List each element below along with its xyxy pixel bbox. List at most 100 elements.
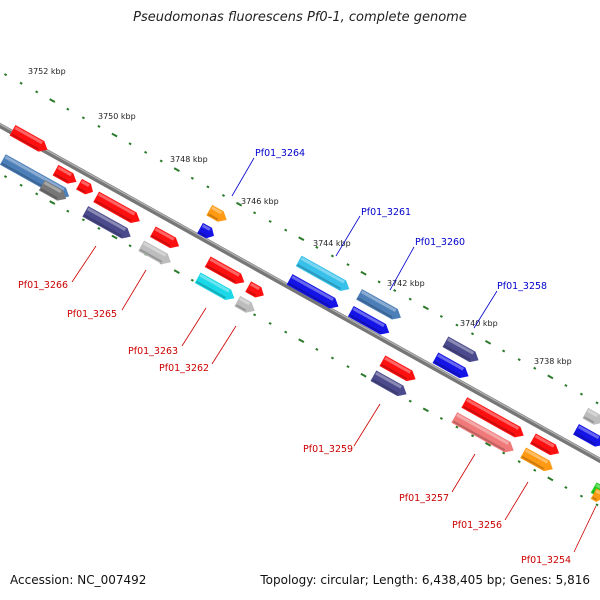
gene-arrow-highlight (211, 206, 223, 215)
tick-mark (595, 503, 599, 507)
gene-arrow (582, 407, 600, 425)
gene-arrow (9, 125, 48, 152)
gene-feature[interactable] (9, 125, 51, 155)
tick-mark (190, 278, 194, 282)
gene-arrow-shadow (287, 282, 331, 308)
gene-arrow-shadow (10, 133, 40, 151)
tick-mark (517, 358, 521, 362)
tick-mark (81, 116, 85, 120)
gene-arrow (573, 423, 600, 447)
gene-feature[interactable] (194, 272, 238, 304)
gene-arrow-shadow (207, 213, 219, 221)
tick-mark (284, 330, 288, 334)
tick-mark (35, 90, 39, 94)
tick-mark (595, 401, 599, 405)
gene-feature[interactable] (442, 336, 481, 366)
tick-mark (360, 372, 367, 378)
gene-arrow-highlight (352, 307, 385, 328)
gene-arrow-highlight (199, 273, 230, 293)
gene-arrow-highlight (98, 192, 136, 216)
gene-feature[interactable] (295, 255, 352, 295)
callout-line (335, 215, 361, 257)
gene-arrow-shadow (235, 304, 247, 312)
gene-arrow-highlight (456, 413, 510, 445)
gene-arrow-shadow (53, 173, 69, 183)
gene-feature[interactable] (234, 295, 257, 316)
gene-arrow-highlight (4, 155, 65, 191)
gene-feature[interactable] (573, 423, 600, 450)
tick-mark (484, 442, 492, 447)
gene-feature[interactable] (38, 179, 69, 204)
gene-label: Pf01_3265 (67, 309, 117, 320)
gene-label: Pf01_3256 (452, 520, 502, 531)
gene-arrow-shadow (196, 280, 226, 299)
gene-arrow-highlight (14, 126, 43, 145)
gene-feature[interactable] (286, 274, 342, 312)
gene-arrow-shadow (206, 264, 236, 283)
gene-arrow-shadow (357, 297, 393, 319)
gene-arrow-highlight (577, 425, 600, 440)
callout-line (504, 481, 529, 521)
outer-tick-track (3, 73, 599, 405)
gene-arrow-highlight (384, 356, 412, 374)
gene-arrow (204, 256, 245, 285)
gene-feature[interactable] (206, 204, 229, 225)
gene-feature[interactable] (52, 164, 80, 187)
gene-arrow-highlight (43, 181, 62, 194)
gene-label: Pf01_3264 (255, 148, 305, 159)
tick-mark (173, 269, 180, 274)
gene-feature[interactable] (451, 412, 516, 456)
tick-mark (517, 460, 521, 464)
gene-label: Pf01_3254 (521, 555, 571, 566)
gene-feature[interactable] (370, 370, 409, 400)
gene-arrow-shadow (77, 187, 86, 194)
callout-line (353, 403, 381, 447)
tick-mark (393, 289, 397, 293)
gene-label: Pf01_3260 (415, 237, 465, 248)
gene-feature[interactable] (520, 447, 556, 474)
gene-feature[interactable] (149, 226, 182, 251)
tick-mark (533, 468, 537, 472)
gene-arrow-shadow (574, 432, 596, 446)
tick-mark (547, 374, 554, 380)
gene-arrow-highlight (375, 371, 403, 389)
gene-arrow (245, 281, 264, 298)
gene-feature[interactable] (82, 206, 133, 242)
gene-feature[interactable] (138, 240, 174, 267)
callout-line (181, 307, 207, 347)
genome-backbone (0, 122, 600, 464)
gene-feature[interactable] (245, 281, 267, 300)
kbp-label: 3748 kbp (170, 155, 208, 164)
gene-feature[interactable] (356, 289, 404, 323)
tick-mark (315, 245, 319, 249)
gene-feature[interactable] (204, 256, 248, 288)
gene-arrow-shadow (139, 248, 163, 263)
gene-feature[interactable] (379, 355, 418, 385)
tick-mark (19, 81, 23, 85)
tick-mark (439, 416, 443, 420)
gene-arrow (356, 289, 401, 320)
kbp-label: 3746 kbp (241, 197, 279, 206)
gene-feature[interactable] (347, 306, 392, 338)
gene-feature[interactable] (582, 407, 600, 428)
gene-feature[interactable] (461, 397, 526, 441)
kbp-label: 3742 kbp (387, 279, 425, 288)
gene-feature[interactable] (93, 191, 143, 227)
tick-mark (128, 244, 132, 248)
gene-label: Pf01_3266 (18, 280, 68, 291)
genome-title: Pseudomonas fluorescens Pf0-1, complete … (133, 10, 467, 25)
gene-arrow-shadow (198, 231, 207, 238)
gene-arrow (295, 255, 350, 291)
gene-feature[interactable] (432, 352, 471, 382)
gene-arrow (590, 488, 600, 502)
callout-line (121, 269, 147, 311)
tick-mark (3, 175, 8, 179)
gene-arrow (206, 204, 227, 222)
gene-feature[interactable] (529, 433, 562, 458)
gene-arrow (76, 178, 93, 195)
gene-feature[interactable] (76, 178, 96, 197)
tick-mark (408, 399, 412, 403)
gene-feature[interactable] (197, 222, 217, 241)
gene-arrow-highlight (239, 297, 251, 306)
